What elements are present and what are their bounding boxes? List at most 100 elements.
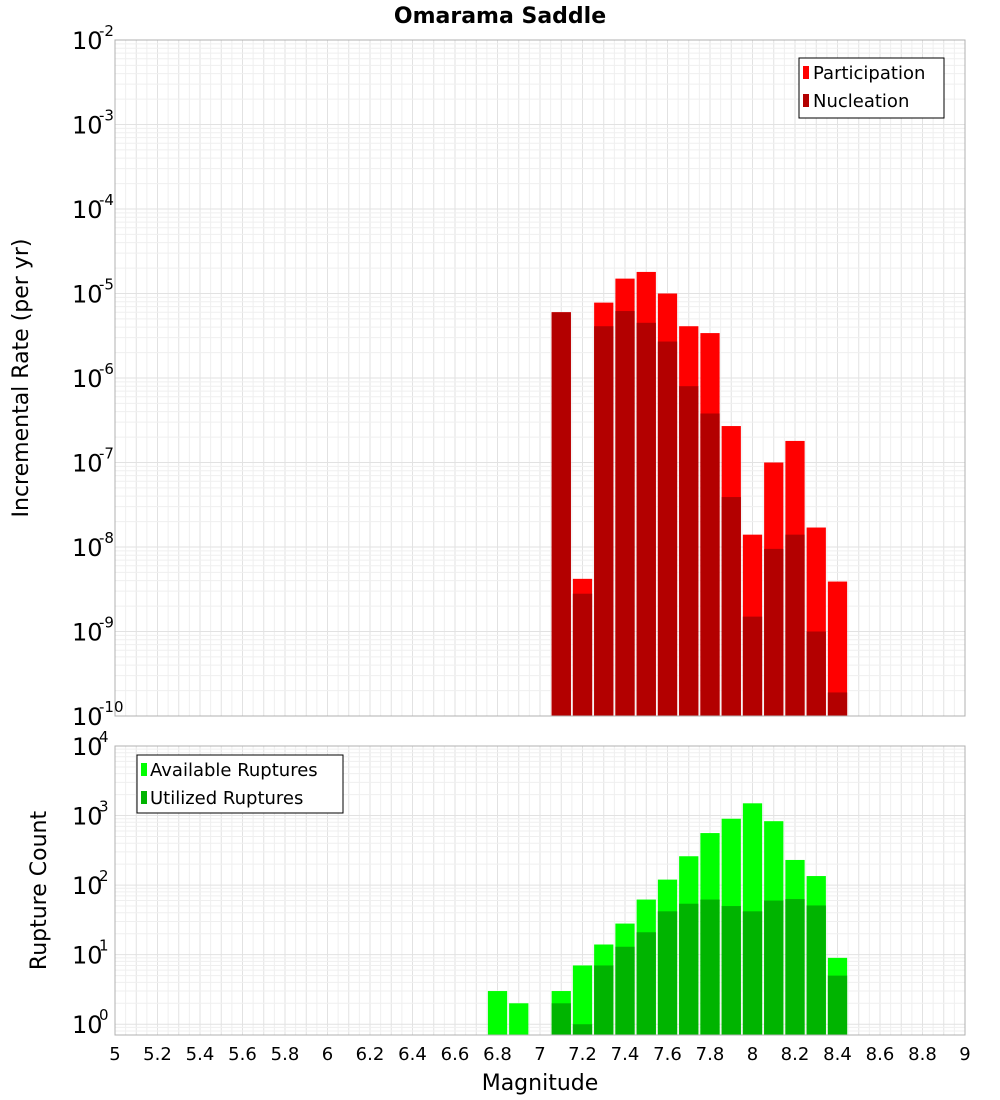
x-tick-label: 5	[109, 1044, 120, 1065]
x-tick-label: 5.8	[271, 1044, 300, 1065]
rate-plot-frame	[114, 39, 966, 717]
utilized-ruptures-bar-7-4	[615, 946, 635, 1035]
x-tick-label: 8.2	[781, 1044, 810, 1065]
y-tick-label: 10	[72, 196, 103, 224]
nucleation-bar-7-8	[700, 413, 720, 716]
available-ruptures-legend-swatch	[141, 763, 147, 776]
utilized-ruptures-bar-8-1	[764, 900, 784, 1035]
y-tick-exponent: -6	[99, 360, 114, 378]
x-tick-label: 7.6	[653, 1044, 682, 1065]
utilized-ruptures-bar-8-3	[806, 905, 826, 1035]
nucleation-bar-8	[742, 616, 763, 716]
rate-grid	[114, 39, 966, 717]
rupture-bars	[487, 803, 848, 1035]
y-tick-exponent: -2	[99, 22, 114, 40]
rate-legend-box	[798, 57, 945, 119]
y-tick-exponent: -4	[99, 191, 114, 209]
y-tick-exponent: 4	[99, 728, 109, 746]
rate-y-axis-label: Incremental Rate (per yr)	[9, 239, 34, 518]
nucleation-bar-8-2	[785, 534, 805, 716]
utilized-ruptures-bar-7-5	[636, 932, 656, 1035]
y-tick-label: 10	[72, 803, 103, 831]
x-tick-label: 8.6	[866, 1044, 895, 1065]
x-tick-label: 8.8	[908, 1044, 937, 1065]
nucleation-bar-7-5	[636, 322, 656, 716]
x-tick-label: 5.2	[143, 1044, 172, 1065]
nucleation-bar-8-1	[764, 548, 784, 716]
y-tick-exponent: 1	[99, 937, 109, 955]
participation-legend-label: Participation	[813, 63, 925, 84]
y-tick-label: 10	[72, 534, 103, 562]
y-tick-exponent: -7	[99, 445, 114, 463]
nucleation-bar-7-2	[572, 593, 593, 716]
nucleation-bar-7-3	[594, 326, 614, 716]
y-tick-exponent: 0	[99, 1006, 109, 1024]
x-tick-label: 8	[747, 1044, 758, 1065]
x-tick-label: 7.4	[611, 1044, 640, 1065]
utilized-ruptures-legend-swatch	[141, 791, 147, 804]
y-tick-label: 10	[72, 112, 103, 140]
utilized-ruptures-bar-8-2	[785, 899, 805, 1035]
x-axis-ticks: 5 5.2 5.4 5.6 5.8 6 6.2 6.4 6.6 6.8 7 7.2 7.4 7.6 7.8 8…	[109, 1044, 970, 1065]
x-tick-label: 7.2	[568, 1044, 597, 1065]
x-tick-label: 6.2	[356, 1044, 385, 1065]
x-tick-label: 6.6	[441, 1044, 470, 1065]
x-tick-label: 5.6	[228, 1044, 257, 1065]
y-tick-exponent: 2	[99, 867, 109, 885]
nucleation-bar-7-9	[721, 497, 741, 716]
x-tick-label: 8.4	[823, 1044, 852, 1065]
nucleation-legend-label: Nucleation	[813, 91, 909, 112]
y-tick-label: 10	[72, 872, 103, 900]
y-tick-exponent: -3	[99, 107, 114, 125]
participation-legend-swatch	[803, 66, 809, 79]
utilized-ruptures-legend-label: Utilized Ruptures	[150, 788, 303, 809]
available-ruptures-legend-label: Available Ruptures	[150, 760, 318, 781]
x-tick-label: 6.4	[398, 1044, 427, 1065]
y-tick-label: 10	[72, 619, 103, 647]
x-tick-label: 7	[534, 1044, 545, 1065]
x-axis-label: Magnitude	[482, 1071, 599, 1096]
y-tick-label: 10	[72, 1011, 103, 1039]
utilized-ruptures-bar-7-8	[700, 899, 720, 1035]
y-tick-exponent: -5	[99, 276, 114, 294]
x-tick-label: 7.8	[696, 1044, 725, 1065]
x-tick-label: 6.8	[483, 1044, 512, 1065]
nucleation-bar-7-7	[679, 386, 699, 716]
y-tick-exponent: -9	[99, 614, 114, 632]
x-tick-label: 6	[322, 1044, 333, 1065]
nucleation-bar-7-4	[615, 311, 635, 716]
rupture-legend-box	[136, 754, 344, 814]
nucleation-legend-swatch	[803, 94, 809, 107]
available-ruptures-bar-6-9	[509, 1003, 529, 1035]
rupture-y-axis-label: Rupture Count	[27, 811, 52, 971]
y-tick-exponent: 3	[99, 798, 109, 816]
available-ruptures-bar-6-8	[487, 991, 508, 1035]
nucleation-bar-8-3	[806, 631, 826, 716]
y-tick-label: 10	[72, 942, 103, 970]
y-tick-exponent: -10	[99, 698, 124, 716]
utilized-ruptures-bar-7-9	[721, 906, 741, 1035]
rate-legend: Participation Nucleation	[798, 57, 945, 119]
y-tick-label: 10	[72, 27, 103, 55]
nucleation-bar-7-6	[657, 341, 678, 716]
nucleation-bar-7-1	[551, 312, 571, 716]
y-tick-label: 10	[72, 281, 103, 309]
rupture-plot-frame	[114, 745, 966, 1036]
available-ruptures-bar-7-2	[572, 965, 593, 1035]
x-tick-label: 5.4	[186, 1044, 215, 1065]
y-tick-label: 10	[72, 365, 103, 393]
utilized-ruptures-bar-7-2	[572, 1024, 593, 1035]
chart-title: Omarama Saddle	[394, 4, 606, 29]
rate-bars	[551, 271, 848, 716]
participation-bar-8-4	[827, 581, 848, 716]
utilized-ruptures-bar-7-7	[679, 903, 699, 1035]
utilized-ruptures-bar-7-3	[594, 965, 614, 1035]
y-tick-exponent: -8	[99, 529, 114, 547]
y-tick-label: 10	[72, 733, 103, 761]
utilized-ruptures-bar-8-4	[827, 975, 848, 1035]
